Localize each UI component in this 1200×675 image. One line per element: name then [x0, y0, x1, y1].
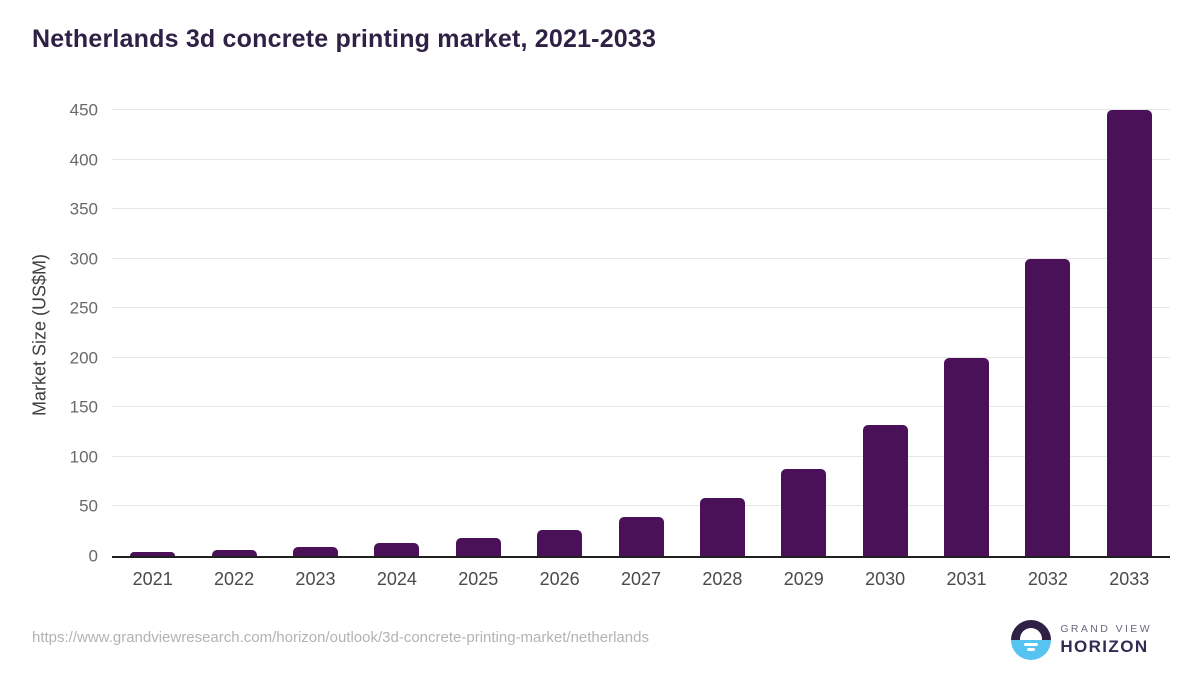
sun-dome-shape — [1020, 628, 1043, 640]
y-tick-250: 250 — [69, 298, 98, 318]
gridline-100 — [112, 455, 1170, 457]
bar-2023 — [292, 547, 338, 556]
logo-text-horizon: HORIZON — [1060, 637, 1149, 656]
x-tick-2032: 2032 — [1027, 569, 1068, 589]
bar-2022 — [211, 550, 257, 556]
y-tick-50: 50 — [79, 496, 98, 516]
horizon-sun-icon — [1011, 620, 1052, 660]
bar-2026 — [537, 530, 583, 556]
y-tick-150: 150 — [69, 397, 98, 417]
x-tick-2027: 2027 — [620, 569, 662, 589]
bar-2027 — [618, 517, 664, 556]
x-tick-2022: 2022 — [214, 569, 255, 589]
bar-2032 — [1025, 258, 1071, 556]
x-tick-2028: 2028 — [702, 569, 743, 589]
gridline-400 — [112, 158, 1170, 160]
bar-2025 — [455, 538, 501, 556]
bar-2029 — [781, 468, 827, 556]
y-axis-label: Market Size (US$M) — [29, 253, 50, 417]
brand-logo: GRAND VIEW HORIZON — [1011, 620, 1152, 660]
y-tick-100: 100 — [69, 447, 98, 467]
reflection-line-2 — [1027, 648, 1036, 651]
y-tick-350: 350 — [69, 199, 98, 219]
gridline-150 — [112, 406, 1170, 408]
x-tick-2033: 2033 — [1109, 569, 1150, 589]
y-tick-0: 0 — [88, 546, 98, 566]
y-tick-400: 400 — [69, 150, 98, 170]
logo-text: GRAND VIEW HORIZON — [1060, 623, 1152, 657]
x-tick-2024: 2024 — [376, 569, 417, 589]
bar-2031 — [944, 357, 990, 556]
bar-2021 — [130, 552, 176, 556]
x-tick-2026: 2026 — [539, 569, 580, 589]
x-tick-2025: 2025 — [458, 569, 499, 589]
bar-2028 — [699, 497, 745, 556]
gridline-350 — [112, 208, 1170, 210]
gridline-50 — [112, 505, 1170, 507]
x-tick-2031: 2031 — [946, 569, 987, 589]
gridline-250 — [112, 307, 1170, 309]
y-tick-200: 200 — [69, 348, 98, 368]
gridline-200 — [112, 356, 1170, 358]
x-tick-2029: 2029 — [783, 569, 824, 589]
plot-area: 0 50 100 150 200 250 300 350 400 450 2021 2022 2023 2… — [70, 102, 1170, 589]
chart-title: Netherlands 3d concrete printing market,… — [32, 25, 657, 53]
source-url: https://www.grandviewresearch.com/horizo… — [32, 629, 649, 646]
logo-text-grand-view: GRAND VIEW — [1060, 623, 1152, 635]
y-tick-450: 450 — [69, 100, 98, 120]
bar-2033 — [1106, 110, 1152, 556]
gridline-300 — [112, 257, 1170, 259]
y-tick-300: 300 — [69, 249, 98, 269]
x-tick-2023: 2023 — [295, 569, 336, 589]
bar-2030 — [862, 425, 908, 556]
bar-2024 — [374, 543, 420, 556]
gridline-450 — [112, 109, 1170, 110]
reflection-line-1 — [1024, 643, 1039, 646]
x-tick-2021: 2021 — [132, 569, 173, 589]
x-tick-2030: 2030 — [865, 569, 906, 589]
